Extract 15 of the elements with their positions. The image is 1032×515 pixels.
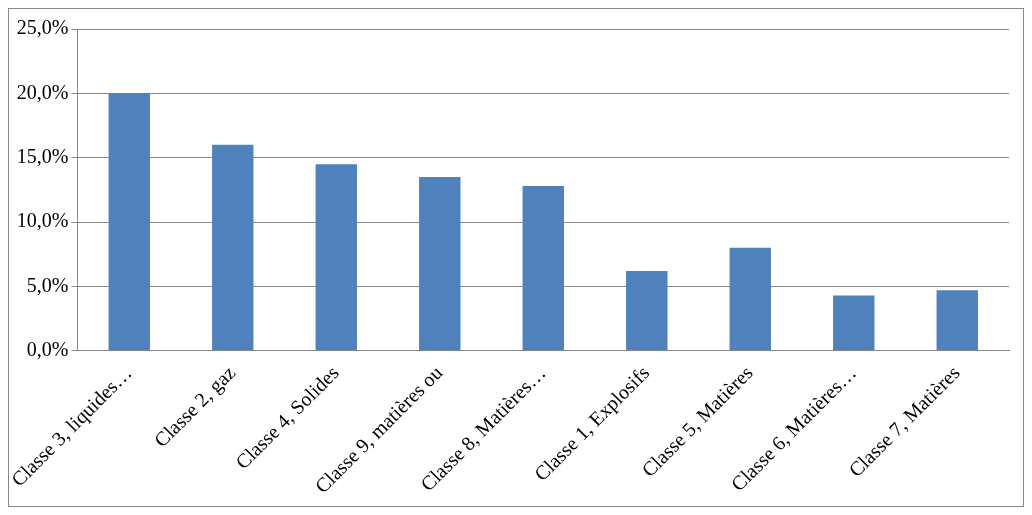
- y-tick-label: 5,0%: [26, 273, 69, 296]
- bar: [833, 295, 875, 351]
- bar: [729, 247, 771, 351]
- bar: [315, 164, 357, 351]
- y-tick-label: 10,0%: [16, 209, 69, 232]
- bar: [936, 290, 978, 351]
- y-tick-label: 20,0%: [16, 80, 69, 103]
- bar: [419, 177, 461, 351]
- bar: [108, 93, 150, 351]
- y-tick-label: 25,0%: [16, 16, 69, 39]
- bar: [626, 271, 668, 351]
- y-tick-label: 15,0%: [16, 144, 69, 167]
- y-tick-label: 0,0%: [26, 338, 69, 361]
- bar: [212, 144, 254, 351]
- bar: [522, 186, 564, 351]
